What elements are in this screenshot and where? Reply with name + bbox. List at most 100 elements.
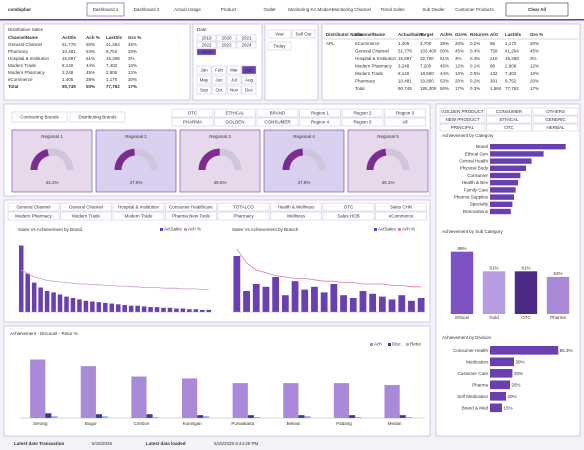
table-cell: 51% [86, 56, 95, 61]
table-cell: 88 [490, 64, 496, 69]
button-label: Pharmacy [233, 213, 254, 218]
button[interactable] [211, 65, 227, 75]
legend-label: Disc [392, 342, 401, 347]
button[interactable] [341, 108, 384, 118]
column-header: Ach % [86, 35, 100, 40]
table-cell: 17% [128, 84, 137, 89]
button[interactable] [196, 75, 212, 85]
button[interactable] [439, 107, 486, 116]
button[interactable] [226, 75, 242, 85]
table-cell: 19,800 [420, 79, 434, 84]
button-label: General Channel [16, 204, 50, 209]
bar [291, 281, 299, 312]
button[interactable] [7, 202, 60, 212]
button[interactable] [486, 115, 532, 124]
button[interactable] [217, 202, 270, 212]
table-cell: 10% [530, 71, 539, 76]
button[interactable] [375, 211, 427, 221]
button[interactable] [196, 41, 217, 49]
table-cell: 1,584 [490, 86, 502, 91]
button[interactable] [384, 108, 426, 118]
footer-label: Latest data loaded [146, 441, 186, 446]
button[interactable] [322, 202, 375, 212]
button[interactable] [69, 111, 126, 123]
bar [233, 256, 241, 312]
button[interactable] [196, 85, 212, 95]
button[interactable] [196, 48, 217, 56]
button[interactable] [299, 108, 341, 118]
table-cell: 1,405 [398, 41, 410, 46]
button[interactable] [217, 211, 270, 221]
button[interactable] [241, 65, 257, 75]
button[interactable] [216, 41, 237, 49]
table-cell: 301 [490, 79, 498, 84]
button[interactable] [486, 107, 532, 116]
button[interactable] [486, 123, 532, 132]
button[interactable] [299, 117, 341, 127]
button[interactable] [384, 117, 426, 127]
bar [253, 417, 260, 418]
button[interactable] [267, 41, 292, 51]
button[interactable] [226, 65, 242, 75]
button[interactable] [375, 202, 427, 212]
button[interactable] [241, 85, 257, 95]
gauge-card[interactable] [263, 129, 345, 193]
footer-value: 5/15/2025 [92, 441, 113, 446]
button[interactable] [267, 29, 292, 39]
button[interactable] [439, 115, 486, 124]
button[interactable] [11, 111, 68, 123]
button[interactable] [112, 202, 165, 212]
button[interactable] [241, 75, 257, 85]
button[interactable] [112, 211, 165, 221]
button[interactable] [236, 34, 257, 42]
button[interactable] [165, 202, 217, 212]
button[interactable] [171, 117, 214, 127]
button[interactable] [7, 211, 60, 221]
button[interactable] [532, 123, 579, 132]
button[interactable] [532, 107, 579, 116]
button[interactable] [341, 117, 384, 127]
button[interactable] [214, 117, 256, 127]
button[interactable] [270, 202, 322, 212]
gauge-card[interactable] [11, 129, 93, 193]
bar [180, 308, 186, 312]
bar [115, 304, 121, 312]
button[interactable] [60, 202, 112, 212]
table-cell: eCommerce [8, 77, 33, 82]
gauge-card[interactable] [95, 129, 177, 193]
button[interactable] [439, 123, 486, 132]
button[interactable] [196, 34, 217, 42]
button[interactable] [532, 115, 579, 124]
button[interactable] [216, 34, 237, 42]
button-label: 2022 [201, 42, 212, 47]
button[interactable] [171, 108, 214, 118]
button[interactable] [165, 211, 217, 221]
button[interactable] [322, 211, 375, 221]
table-cell: 0.3% [470, 56, 480, 61]
button[interactable] [60, 211, 112, 221]
bar [161, 307, 166, 312]
gauge-card[interactable] [347, 129, 429, 193]
button[interactable] [211, 75, 227, 85]
table-cell: 20% [530, 79, 539, 84]
button[interactable] [211, 85, 227, 95]
button[interactable] [256, 117, 299, 127]
x-tick-label: Serang [33, 421, 48, 426]
column-header: Return% [470, 32, 489, 37]
table-cell: 51,778 [398, 49, 412, 54]
table-cell: 0.2% [470, 79, 480, 84]
button[interactable] [214, 108, 256, 118]
button[interactable] [291, 29, 316, 39]
table-cell: 10% [128, 63, 137, 68]
x-tick-label: Ethical [455, 315, 469, 320]
button[interactable] [256, 108, 299, 118]
table-cell: 17% [455, 86, 464, 91]
button[interactable] [196, 65, 212, 75]
table-cell: 44% [86, 63, 95, 68]
active-tab[interactable] [86, 2, 125, 17]
button[interactable] [236, 41, 257, 49]
clear-button[interactable] [505, 2, 569, 17]
button[interactable] [226, 85, 242, 95]
gauge-card[interactable] [179, 129, 261, 193]
button[interactable] [270, 211, 322, 221]
